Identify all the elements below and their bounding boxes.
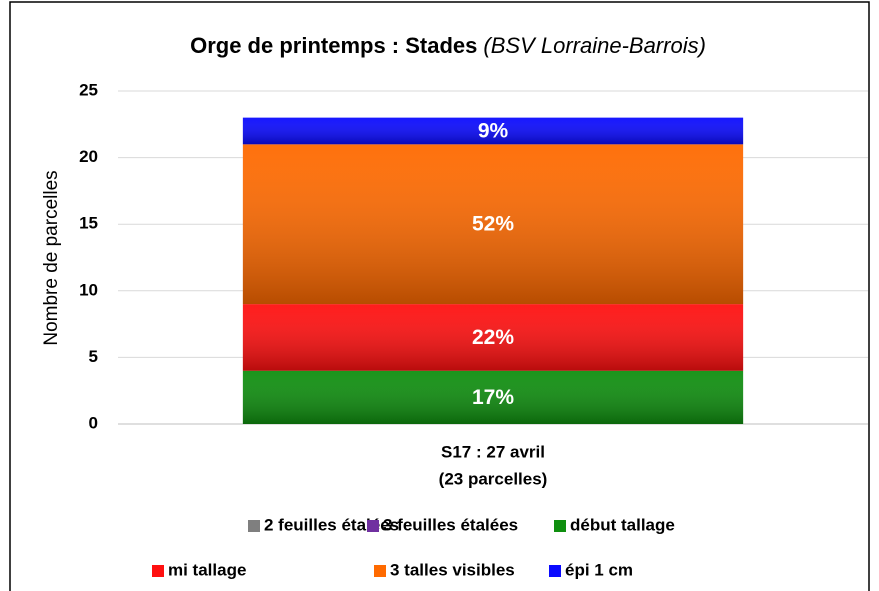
data-label: 17% xyxy=(472,386,514,409)
title-note: (BSV Lorraine-Barrois) xyxy=(483,33,706,58)
data-label: 9% xyxy=(478,120,509,143)
chart-title: Orge de printemps : Stades (BSV Lorraine-… xyxy=(190,33,706,58)
legend-label: 2 feuilles étalées xyxy=(264,515,399,534)
bar-shade xyxy=(242,370,744,424)
bar-shade xyxy=(242,144,744,305)
legend-label: début tallage xyxy=(570,515,675,534)
y-tick-label: 0 xyxy=(89,413,98,432)
x-tick-note: (23 parcelles) xyxy=(439,469,548,488)
legend-swatch xyxy=(549,565,561,577)
legend-swatch xyxy=(248,520,260,532)
bar-shade xyxy=(242,304,744,371)
data-label: 52% xyxy=(472,213,514,236)
y-tick-label: 25 xyxy=(79,80,98,99)
y-tick-label: 10 xyxy=(79,280,98,299)
legend-swatch xyxy=(367,520,379,532)
legend-label: 3 feuilles étalées xyxy=(383,515,518,534)
legend-label: mi tallage xyxy=(168,560,246,579)
legend-label: 3 talles visibles xyxy=(390,560,515,579)
data-label: 22% xyxy=(472,326,514,349)
y-tick-label: 15 xyxy=(79,214,98,233)
legend-swatch xyxy=(374,565,386,577)
legend-swatch xyxy=(554,520,566,532)
y-axis-label: Nombre de parcelles xyxy=(41,170,62,345)
bar-shade xyxy=(242,117,744,145)
title-main: Orge de printemps : Stades xyxy=(190,33,477,58)
x-tick-label: S17 : 27 avril xyxy=(441,442,545,461)
legend-label: épi 1 cm xyxy=(565,560,633,579)
legend-swatch xyxy=(152,565,164,577)
y-tick-label: 5 xyxy=(89,347,98,366)
y-tick-label: 20 xyxy=(79,147,98,166)
